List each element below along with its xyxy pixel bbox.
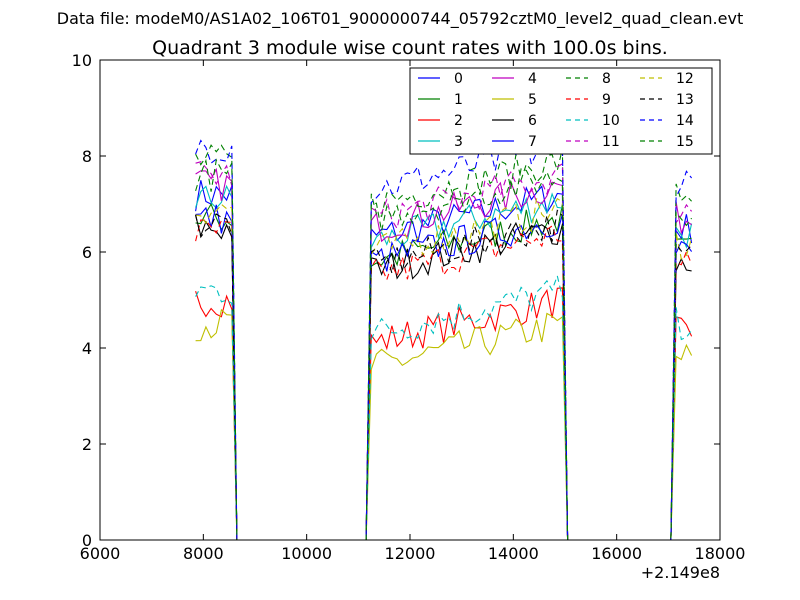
series-line-10 xyxy=(195,273,693,541)
y-tick-label: 8 xyxy=(82,147,92,166)
legend-label-1: 1 xyxy=(454,92,463,108)
legend-label-3: 3 xyxy=(454,134,463,150)
series-lines xyxy=(195,139,693,541)
legend-label-10: 10 xyxy=(602,113,620,129)
series-line-1 xyxy=(195,202,692,541)
y-tick-label: 0 xyxy=(82,531,92,550)
legend-label-7: 7 xyxy=(528,134,537,150)
series-line-6 xyxy=(195,215,692,541)
x-tick-label: 10000 xyxy=(281,544,332,563)
series-line-7 xyxy=(195,204,693,541)
series-line-11 xyxy=(195,161,693,541)
legend-frame xyxy=(409,67,713,155)
legend-label-9: 9 xyxy=(602,92,611,108)
series-line-13 xyxy=(195,209,692,541)
x-offset-label: +2.149e8 xyxy=(641,563,720,582)
legend-label-2: 2 xyxy=(454,113,463,129)
legend-label-4: 4 xyxy=(528,71,537,87)
legend-label-11: 11 xyxy=(602,134,620,150)
x-tick-label: 8000 xyxy=(183,544,224,563)
legend-label-0: 0 xyxy=(454,71,463,87)
x-tick-label: 14000 xyxy=(488,544,539,563)
legend-label-13: 13 xyxy=(676,92,694,108)
x-tick-label: 16000 xyxy=(591,544,642,563)
legend-label-14: 14 xyxy=(676,113,694,129)
series-line-9 xyxy=(195,219,693,541)
suptitle: Data file: modeM0/AS1A02_106T01_90000007… xyxy=(57,9,743,29)
series-line-0 xyxy=(195,180,693,541)
series-line-5 xyxy=(195,308,693,541)
series-line-4 xyxy=(195,167,692,541)
series-line-2 xyxy=(195,287,693,541)
legend-label-15: 15 xyxy=(676,134,694,150)
y-tick-label: 2 xyxy=(82,435,92,454)
legend-label-8: 8 xyxy=(602,71,611,87)
y-tick-label: 6 xyxy=(82,243,92,262)
x-tick-label: 12000 xyxy=(385,544,436,563)
x-tick-label: 18000 xyxy=(695,544,746,563)
legend-label-12: 12 xyxy=(676,71,694,87)
y-tick-label: 10 xyxy=(72,51,92,70)
y-tick-label: 4 xyxy=(82,339,92,358)
x-tick-label: 6000 xyxy=(80,544,121,563)
series-line-15 xyxy=(195,158,693,541)
series-line-12 xyxy=(195,197,693,541)
legend-label-6: 6 xyxy=(528,113,537,129)
chart-title: Quadrant 3 module wise count rates with … xyxy=(152,37,668,59)
legend-label-5: 5 xyxy=(528,92,537,108)
